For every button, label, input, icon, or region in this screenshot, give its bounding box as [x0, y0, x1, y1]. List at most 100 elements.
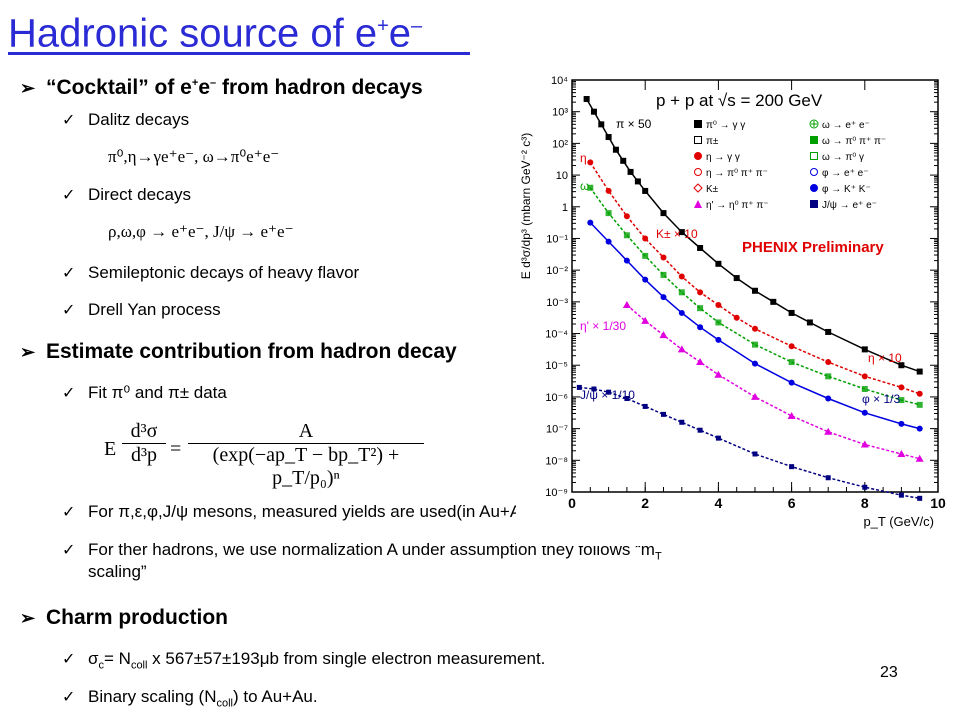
data-point	[642, 276, 649, 283]
data-point	[862, 484, 868, 490]
data-point	[825, 395, 832, 402]
checkmark-icon: ✓	[62, 383, 76, 402]
data-point	[861, 386, 868, 392]
data-point	[696, 358, 705, 366]
bullet-cocktail: ➢ “Cocktail” of e+e– from hadron decays	[20, 76, 423, 99]
y-tick-label: 10⁻⁶	[545, 392, 568, 404]
data-point	[788, 309, 795, 316]
data-point	[714, 370, 723, 378]
data-point	[623, 257, 630, 264]
data-point	[916, 425, 923, 432]
data-point	[898, 362, 905, 369]
legend-marker	[810, 200, 818, 208]
data-point	[806, 319, 813, 326]
data-point	[916, 368, 923, 375]
x-tick-label: 4	[715, 495, 723, 511]
chart-svg: 10⁻⁹ 10⁻⁸ 10⁻⁷ 10⁻⁶ 10⁻⁵ 10⁻⁴ 10⁻³ 10⁻² 10⁻¹ 1 10 1…	[516, 66, 954, 546]
data-point	[679, 419, 685, 425]
y-tick-label: 10⁻¹	[546, 233, 568, 245]
fit-formula: E d³σ d³p = A (exp(−ap_T − bp_T²) + p_T/…	[104, 418, 424, 490]
checkmark-icon: ✓	[62, 687, 76, 706]
arrowhead-icon: ➢	[20, 342, 36, 362]
item-binary: ✓ Binary scaling (Ncoll) to Au+Au.	[62, 687, 318, 710]
data-point	[590, 108, 597, 115]
formula-rhs-fraction: A (exp(−ap_T − bp_T²) + p_T/p₀)ⁿ	[188, 420, 424, 490]
phenix-cross-section-plot: 10⁻⁹ 10⁻⁸ 10⁻⁷ 10⁻⁶ 10⁻⁵ 10⁻⁴ 10⁻³ 10⁻² 10⁻¹ 1 10 1…	[516, 66, 954, 546]
data-point	[587, 159, 594, 166]
data-point	[587, 184, 594, 191]
y-tick-label: 10⁻⁷	[546, 424, 568, 436]
legend-label: η → γ γ	[706, 152, 740, 163]
fit-curve	[589, 187, 920, 406]
data-point	[898, 397, 905, 404]
checkmark-icon: ✓	[62, 502, 76, 521]
data-point	[916, 401, 923, 408]
data-point	[898, 420, 905, 427]
data-point	[897, 449, 906, 457]
arrowhead-icon: ➢	[20, 78, 36, 98]
legend-marker	[693, 183, 703, 193]
y-tick-label: 10⁻³	[546, 297, 568, 309]
data-point	[622, 301, 631, 309]
data-point	[915, 454, 924, 462]
page-number: 23	[880, 664, 898, 681]
fit-curve	[579, 386, 920, 500]
series-annotation: η	[580, 151, 587, 165]
checkmark-icon: ✓	[62, 649, 76, 668]
data-point	[587, 219, 594, 226]
data-point	[678, 229, 685, 236]
data-point	[770, 298, 777, 305]
data-point	[612, 146, 619, 153]
checkmark-icon: ✓	[62, 300, 76, 319]
data-point	[620, 157, 627, 164]
data-point	[642, 235, 649, 242]
watermark-text: PHENIX Preliminary	[742, 239, 884, 256]
data-point	[752, 341, 758, 348]
data-point	[788, 343, 795, 350]
direct-formula: ρ,ω,φ → e⁺e⁻, J/ψ → e⁺e⁻	[108, 222, 294, 241]
data-point	[751, 392, 759, 400]
data-point	[606, 389, 612, 395]
y-tick-label: 10⁻²	[546, 265, 568, 277]
y-tick-label: 10³	[552, 107, 568, 119]
legend-label: J/ψ → e⁺ e⁻	[822, 200, 877, 211]
item-for-ther: ✓ For ther hadrons, we use normalization …	[62, 540, 662, 563]
chart-title: p + p at √s = 200 GeV	[656, 91, 823, 110]
x-tick-label: 8	[861, 495, 869, 511]
legend-label: ω → π⁰ π⁺ π⁻	[822, 136, 886, 147]
data-point	[642, 187, 649, 194]
data-point	[678, 309, 685, 316]
legend-label: φ → e⁺ e⁻	[822, 168, 869, 179]
legend-label: π±	[706, 136, 719, 147]
data-point	[787, 411, 796, 419]
data-point	[752, 287, 758, 294]
checkmark-icon: ✓	[62, 263, 76, 282]
legend-label: η' → η⁰ π⁺ π⁻	[706, 200, 769, 211]
legend-marker	[810, 152, 818, 160]
data-point	[917, 495, 923, 501]
legend-label: η → π⁰ π⁺ π⁻	[706, 168, 768, 179]
data-point	[623, 232, 630, 239]
data-point	[715, 319, 722, 326]
checkmark-icon: ✓	[62, 185, 76, 204]
data-point	[825, 475, 831, 481]
y-tick-label: 10⁴	[551, 75, 568, 87]
item-for-mesons: ✓ For π,ε,φ,J/ψ mesons, measured yields a…	[62, 502, 570, 521]
data-point	[697, 324, 704, 331]
data-point	[678, 273, 685, 280]
legend-marker	[809, 119, 819, 129]
slide-title: Hadronic source of e+e–	[8, 2, 470, 55]
data-point	[605, 210, 612, 217]
item-direct: ✓ Direct decays	[62, 185, 191, 204]
data-point	[623, 213, 630, 220]
legend-label: K±	[706, 184, 719, 195]
data-point	[824, 427, 833, 435]
data-point	[576, 384, 582, 390]
data-point	[733, 275, 740, 282]
formula-e: E	[104, 438, 117, 460]
item-sigma: ✓ σc= Ncoll x 567±57±193μb from single el…	[62, 649, 546, 672]
legend-marker	[810, 136, 818, 144]
y-tick-label: 10⁻⁹	[545, 487, 568, 499]
y-tick-label: 10	[556, 170, 568, 182]
bullet-charm: ➢ Charm production	[20, 606, 228, 629]
